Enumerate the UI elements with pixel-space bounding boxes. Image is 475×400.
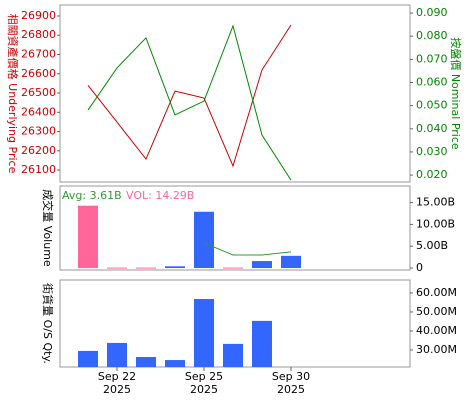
bar — [107, 342, 127, 367]
bar — [136, 267, 156, 269]
y-tick-label: 0 — [416, 261, 423, 274]
y-tick-label: 40.00M — [416, 324, 457, 337]
bar — [223, 343, 243, 367]
y-tick-label: 5.00B — [416, 239, 448, 252]
y-tick-label: 26400 — [21, 105, 56, 118]
y-tick-label: 15.00B — [416, 196, 455, 209]
x-tick-sublabel: 2025 — [103, 383, 131, 396]
bar — [194, 211, 214, 269]
y2-tick-label: 0.040 — [416, 122, 448, 135]
y-tick-label: 26700 — [21, 47, 56, 60]
y-tick-label: 30.00M — [416, 343, 457, 356]
x-tick-label: Sep 22 — [98, 370, 136, 383]
bar — [165, 266, 185, 269]
bar — [194, 299, 214, 367]
y2-tick-label: 0.030 — [416, 145, 448, 158]
y2-tick-label: 0.060 — [416, 76, 448, 89]
bar — [252, 261, 272, 269]
y-tick-label: 50.00M — [416, 305, 457, 318]
y-tick-label: 26800 — [21, 28, 56, 41]
y-tick-label: 26500 — [21, 86, 56, 99]
bar — [78, 205, 98, 269]
line — [87, 24, 292, 168]
x-tick-label: Sep 30 — [272, 370, 310, 383]
y2-tick-label: 0.080 — [416, 29, 448, 42]
vol-label: VOL: 14.29B — [126, 189, 194, 202]
bar — [252, 320, 272, 367]
y-tick-label: 26900 — [21, 9, 56, 22]
y-tick-label: 26300 — [21, 125, 56, 138]
x-tick-sublabel: 2025 — [277, 383, 305, 396]
line — [87, 24, 292, 181]
bar — [136, 357, 156, 367]
y-tick-label: 26100 — [21, 163, 56, 176]
y-tick-label: 60.00M — [416, 286, 457, 299]
y2-tick-label: 0.090 — [416, 6, 448, 19]
avg-line — [203, 242, 292, 256]
y-axis-label: 街貨量 O/S Qty. — [41, 283, 55, 364]
y-tick-label: 26200 — [21, 144, 56, 157]
y-tick-label: 10.00B — [416, 217, 455, 230]
x-tick-label: Sep 25 — [185, 370, 223, 383]
y-tick-label: 26600 — [21, 67, 56, 80]
bar — [281, 255, 301, 269]
bar — [78, 350, 98, 367]
y2-axis-label: 按盤價 Nominal Price — [449, 37, 463, 150]
x-tick-sublabel: 2025 — [190, 383, 218, 396]
y2-tick-label: 0.050 — [416, 99, 448, 112]
bar — [165, 360, 185, 367]
y-axis-label: 成交量 Volume — [41, 189, 55, 267]
bar — [223, 267, 243, 269]
y2-tick-label: 0.070 — [416, 52, 448, 65]
y-axis-label: 相關資產價格 Underlying Price — [6, 14, 20, 174]
avg-label: Avg: 3.61B — [62, 189, 122, 202]
panel-frame — [59, 185, 411, 271]
bar — [107, 267, 127, 269]
y2-tick-label: 0.020 — [416, 168, 448, 181]
